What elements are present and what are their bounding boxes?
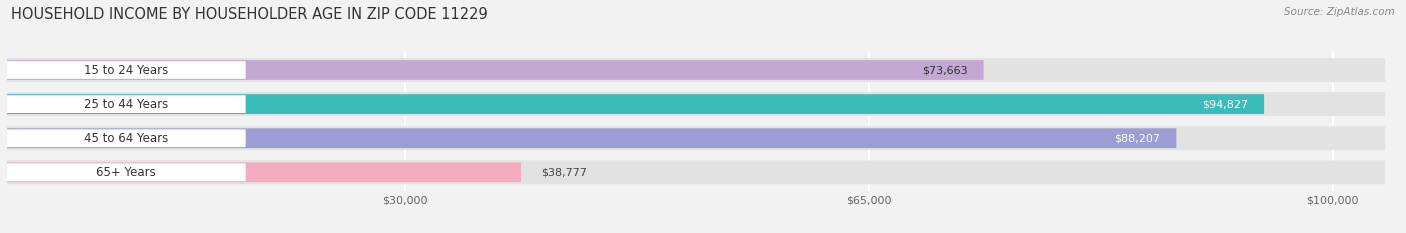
FancyBboxPatch shape bbox=[7, 160, 1385, 184]
Text: HOUSEHOLD INCOME BY HOUSEHOLDER AGE IN ZIP CODE 11229: HOUSEHOLD INCOME BY HOUSEHOLDER AGE IN Z… bbox=[11, 7, 488, 22]
FancyBboxPatch shape bbox=[7, 95, 246, 113]
Text: $94,827: $94,827 bbox=[1202, 99, 1249, 109]
FancyBboxPatch shape bbox=[7, 163, 246, 181]
Text: $38,777: $38,777 bbox=[541, 167, 586, 177]
FancyBboxPatch shape bbox=[7, 92, 1385, 116]
FancyBboxPatch shape bbox=[7, 60, 984, 80]
FancyBboxPatch shape bbox=[7, 94, 1264, 114]
FancyBboxPatch shape bbox=[7, 126, 1385, 150]
FancyBboxPatch shape bbox=[7, 128, 1177, 148]
Text: $88,207: $88,207 bbox=[1115, 133, 1160, 143]
FancyBboxPatch shape bbox=[7, 162, 522, 182]
FancyBboxPatch shape bbox=[7, 129, 246, 147]
Text: 15 to 24 Years: 15 to 24 Years bbox=[84, 64, 169, 76]
Text: Source: ZipAtlas.com: Source: ZipAtlas.com bbox=[1284, 7, 1395, 17]
Text: 65+ Years: 65+ Years bbox=[97, 166, 156, 179]
FancyBboxPatch shape bbox=[7, 61, 246, 79]
Text: $73,663: $73,663 bbox=[922, 65, 967, 75]
Text: 45 to 64 Years: 45 to 64 Years bbox=[84, 132, 169, 145]
FancyBboxPatch shape bbox=[7, 58, 1385, 82]
Text: 25 to 44 Years: 25 to 44 Years bbox=[84, 98, 169, 111]
